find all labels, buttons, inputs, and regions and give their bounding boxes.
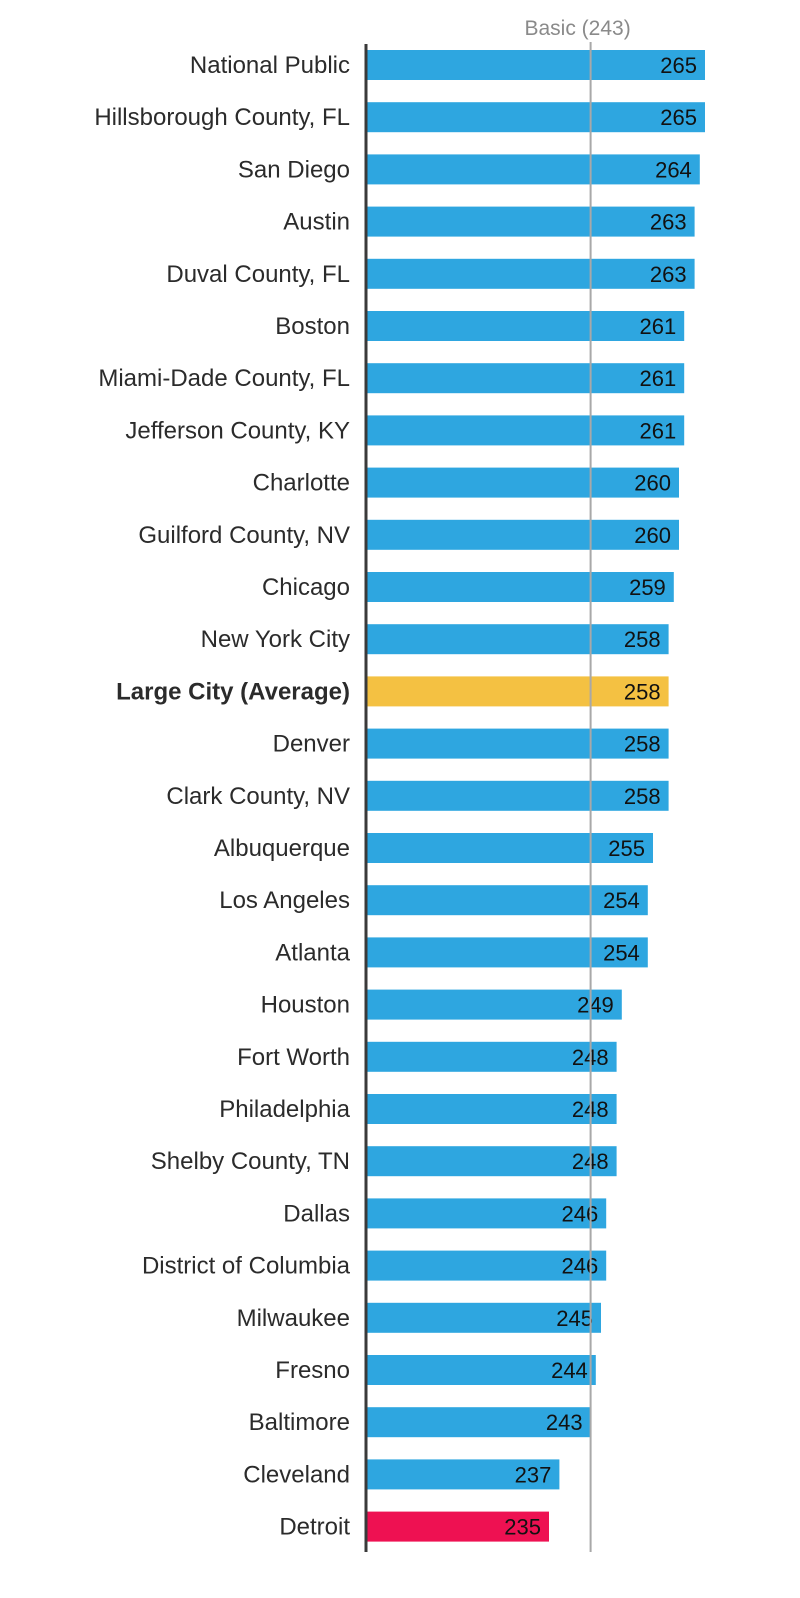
category-label-san-diego: San Diego (238, 156, 350, 183)
bar-houston (367, 989, 622, 1020)
category-labels-group: National Public Hillsborough County, FL Sa… (94, 52, 350, 1541)
bar-new-york-city (367, 624, 669, 655)
bar-dallas (367, 1198, 607, 1229)
value-label-miami-dade-county-fl: 261 (639, 366, 676, 391)
bar-boston (367, 311, 685, 341)
category-label-clark-county-nv: Clark County, NV (166, 783, 350, 810)
value-label-atlanta: 254 (603, 940, 640, 965)
category-label-dallas: Dallas (283, 1200, 350, 1227)
bar-duval-county-fl (367, 258, 695, 289)
bar-large-city-average (367, 676, 669, 707)
bar-austin (367, 206, 695, 237)
category-label-charlotte: Charlotte (253, 470, 350, 497)
value-label-milwaukee: 245 (556, 1306, 593, 1331)
category-label-new-york-city: New York City (201, 626, 350, 653)
value-label-jefferson-county-ky: 261 (639, 418, 676, 443)
value-label-hillsborough-county-fl: 265 (660, 105, 697, 130)
value-label-large-city-average: 258 (624, 679, 661, 704)
category-label-national-public: National Public (190, 52, 350, 79)
bar-fresno (367, 1355, 596, 1385)
category-label-atlanta: Atlanta (275, 939, 350, 966)
bar-albuquerque (367, 833, 653, 863)
bar-denver (367, 728, 669, 759)
bar-milwaukee (367, 1302, 601, 1333)
category-label-hillsborough-county-fl: Hillsborough County, FL (94, 104, 350, 131)
category-label-large-city-average: Large City (Average) (116, 678, 350, 705)
bar-charlotte (367, 467, 679, 498)
category-label-fresno: Fresno (275, 1357, 350, 1384)
value-label-austin: 263 (650, 210, 687, 235)
bar-jefferson-county-ky (367, 415, 685, 446)
bar-baltimore (367, 1407, 591, 1438)
bars-group (367, 50, 705, 1542)
category-label-jefferson-county-ky: Jefferson County, KY (125, 417, 350, 444)
category-label-guilford-county-nv: Guilford County, NV (138, 522, 350, 549)
bar-los-angeles (367, 885, 648, 916)
category-label-cleveland: Cleveland (243, 1461, 350, 1488)
bar-national-public (367, 50, 705, 80)
bar-miami-dade-county-fl (367, 363, 685, 394)
category-label-fort-worth: Fort Worth (237, 1044, 350, 1071)
bar-san-diego (367, 154, 700, 185)
category-label-albuquerque: Albuquerque (214, 835, 350, 862)
bar-shelby-county-tn (367, 1146, 617, 1177)
value-label-district-of-columbia: 246 (561, 1254, 598, 1279)
value-label-san-diego: 264 (655, 157, 692, 182)
value-label-baltimore: 243 (546, 1410, 583, 1435)
category-label-chicago: Chicago (262, 574, 350, 601)
value-label-clark-county-nv: 258 (624, 784, 661, 809)
value-label-national-public: 265 (660, 53, 697, 78)
bar-chicago (367, 572, 674, 602)
value-label-albuquerque: 255 (608, 836, 645, 861)
value-label-detroit: 235 (504, 1515, 541, 1540)
bar-clark-county-nv (367, 780, 669, 811)
value-label-fresno: 244 (551, 1358, 588, 1383)
value-label-charlotte: 260 (634, 471, 671, 496)
category-label-detroit: Detroit (279, 1514, 350, 1541)
category-label-los-angeles: Los Angeles (219, 887, 350, 914)
category-label-miami-dade-county-fl: Miami-Dade County, FL (98, 365, 350, 392)
category-label-philadelphia: Philadelphia (219, 1096, 350, 1123)
category-label-baltimore: Baltimore (249, 1409, 350, 1436)
category-label-boston: Boston (275, 313, 350, 340)
bar-district-of-columbia (367, 1250, 607, 1281)
bar-fort-worth (367, 1041, 617, 1072)
bar-atlanta (367, 937, 648, 968)
category-label-duval-county-fl: Duval County, FL (166, 261, 350, 288)
bar-philadelphia (367, 1094, 617, 1124)
basic-reference-label: Basic (243) (524, 17, 630, 40)
category-label-milwaukee: Milwaukee (237, 1305, 350, 1332)
category-label-district-of-columbia: District of Columbia (142, 1253, 351, 1280)
bar-hillsborough-county-fl (367, 102, 705, 133)
bar-guilford-county-nv (367, 519, 679, 550)
category-label-austin: Austin (283, 209, 350, 236)
category-label-denver: Denver (273, 731, 350, 758)
value-label-chicago: 259 (629, 575, 666, 600)
category-label-shelby-county-tn: Shelby County, TN (151, 1148, 350, 1175)
value-label-guilford-county-nv: 260 (634, 523, 671, 548)
value-label-duval-county-fl: 263 (650, 262, 687, 287)
value-label-cleveland: 237 (515, 1462, 552, 1487)
value-label-new-york-city: 258 (624, 627, 661, 652)
value-label-boston: 261 (639, 314, 676, 339)
value-label-los-angeles: 254 (603, 888, 640, 913)
value-label-denver: 258 (624, 732, 661, 757)
value-label-dallas: 246 (561, 1201, 598, 1226)
value-label-houston: 249 (577, 993, 614, 1018)
category-label-houston: Houston (261, 992, 350, 1019)
bar-cleveland (367, 1459, 560, 1490)
bar-detroit (367, 1511, 549, 1542)
